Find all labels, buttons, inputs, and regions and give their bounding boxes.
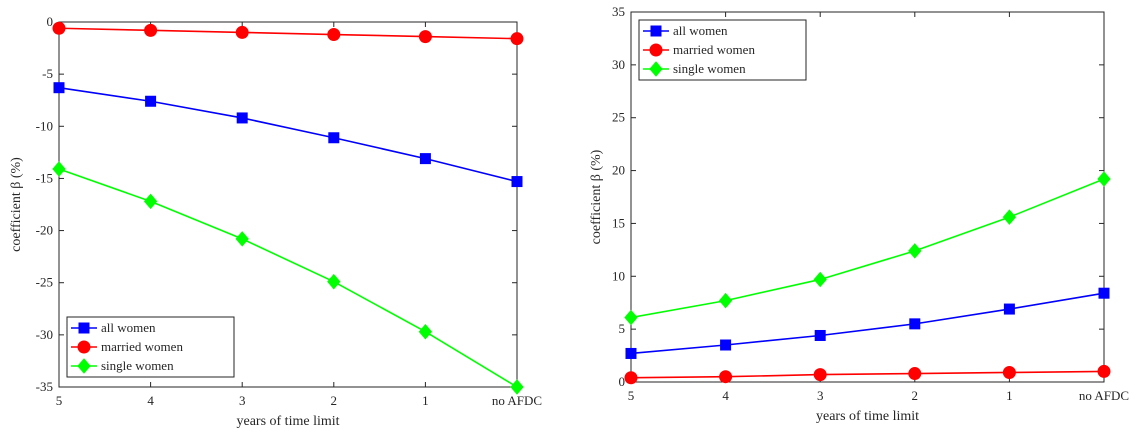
series-married-women bbox=[624, 364, 1111, 385]
data-point bbox=[510, 379, 524, 395]
legend-marker bbox=[77, 358, 91, 374]
y-tick-label: 15 bbox=[612, 215, 625, 230]
data-point bbox=[143, 193, 158, 210]
series-all-women bbox=[625, 287, 1110, 359]
legend-marker bbox=[77, 340, 91, 354]
y-axis-label: coefficient β (%) bbox=[589, 149, 604, 244]
data-point bbox=[235, 231, 249, 247]
data-point bbox=[624, 309, 638, 326]
data-point bbox=[1002, 365, 1016, 379]
legend-label: married women bbox=[101, 339, 183, 354]
y-tick-label: -5 bbox=[42, 66, 53, 81]
series-line bbox=[630, 370, 1105, 379]
legend-label: single women bbox=[101, 358, 174, 373]
x-tick-label: 3 bbox=[817, 388, 824, 403]
legend: all women married women single women bbox=[638, 19, 807, 81]
data-point bbox=[145, 95, 157, 107]
legend-label: married women bbox=[673, 42, 755, 57]
legend: all women married women single women bbox=[66, 316, 235, 378]
legend-marker bbox=[649, 61, 663, 77]
x-tick-label: no AFDC bbox=[492, 393, 542, 408]
data-point bbox=[813, 368, 827, 382]
data-point bbox=[908, 367, 922, 381]
y-tick-label: 30 bbox=[612, 57, 625, 72]
data-point bbox=[624, 371, 638, 385]
x-tick-label: 4 bbox=[147, 393, 154, 408]
data-point bbox=[328, 132, 340, 144]
legend-label: all women bbox=[673, 23, 728, 38]
data-point bbox=[719, 370, 733, 384]
x-axis-label: years of time limit bbox=[236, 414, 339, 429]
y-tick-label: -35 bbox=[36, 379, 53, 394]
y-tick-label: -15 bbox=[36, 170, 53, 185]
data-point bbox=[418, 323, 433, 340]
legend-label: single women bbox=[673, 61, 746, 76]
x-tick-label: 5 bbox=[628, 388, 635, 403]
data-point bbox=[625, 347, 637, 359]
y-tick-label: 20 bbox=[612, 163, 625, 178]
data-point bbox=[236, 112, 248, 124]
data-point bbox=[511, 176, 523, 188]
data-point bbox=[52, 21, 66, 35]
y-tick-label: -10 bbox=[36, 118, 53, 133]
series-line bbox=[58, 27, 518, 40]
chart-2-axes-box bbox=[630, 11, 1105, 383]
series-line bbox=[58, 86, 518, 183]
legend-marker bbox=[78, 322, 90, 334]
data-point bbox=[144, 23, 158, 37]
x-axis-label: years of time limit bbox=[816, 409, 919, 424]
x-tick-label: 3 bbox=[239, 393, 246, 408]
legend-marker bbox=[649, 43, 663, 57]
data-point bbox=[52, 161, 66, 177]
series-line bbox=[58, 168, 518, 388]
data-point bbox=[1002, 209, 1017, 225]
y-tick-label: 25 bbox=[612, 110, 625, 125]
y-tick-label: 0 bbox=[47, 14, 54, 29]
data-point bbox=[510, 32, 524, 46]
series-married-women bbox=[52, 21, 524, 46]
chart-1-axes-box bbox=[58, 21, 518, 388]
x-tick-label: 5 bbox=[56, 393, 63, 408]
data-point bbox=[1003, 303, 1015, 315]
x-tick-label: 2 bbox=[331, 393, 338, 408]
chart-1: 5 4 3 2 1 no AFDC 0 -5 -10 -15 -20 -25 -30 -35 years o… bbox=[9, 14, 542, 429]
x-tick-label: 4 bbox=[722, 388, 729, 403]
x-tick-label: 1 bbox=[1006, 388, 1013, 403]
data-point bbox=[327, 273, 341, 290]
legend-label: all women bbox=[101, 320, 156, 335]
x-tick-label: no AFDC bbox=[1079, 388, 1129, 403]
data-point bbox=[327, 28, 341, 42]
y-axis-label: coefficient β (%) bbox=[9, 157, 24, 252]
data-point bbox=[418, 30, 432, 44]
data-point bbox=[1097, 171, 1111, 187]
series-all-women bbox=[53, 82, 523, 188]
y-tick-label: -20 bbox=[36, 223, 53, 238]
data-point bbox=[1098, 287, 1110, 299]
data-point bbox=[720, 339, 732, 351]
series-single-women bbox=[52, 161, 524, 395]
series-line bbox=[630, 178, 1105, 319]
data-point bbox=[814, 329, 826, 341]
y-tick-label: -30 bbox=[36, 327, 53, 342]
data-point bbox=[813, 271, 827, 288]
data-point bbox=[1097, 364, 1111, 378]
data-point bbox=[908, 243, 922, 259]
data-point bbox=[53, 82, 65, 94]
legend-marker bbox=[650, 25, 662, 37]
data-point bbox=[909, 318, 921, 330]
y-tick-label: -25 bbox=[36, 275, 53, 290]
series-single-women bbox=[624, 171, 1111, 326]
y-tick-label: 35 bbox=[612, 4, 625, 19]
y-tick-label: 10 bbox=[612, 268, 625, 283]
series-line bbox=[630, 292, 1105, 355]
data-point bbox=[718, 292, 733, 309]
y-tick-label: 0 bbox=[619, 374, 626, 389]
x-tick-label: 1 bbox=[422, 393, 429, 408]
y-tick-label: 5 bbox=[619, 321, 626, 336]
x-tick-label: 2 bbox=[912, 388, 919, 403]
data-point bbox=[235, 25, 249, 39]
data-point bbox=[419, 153, 431, 165]
